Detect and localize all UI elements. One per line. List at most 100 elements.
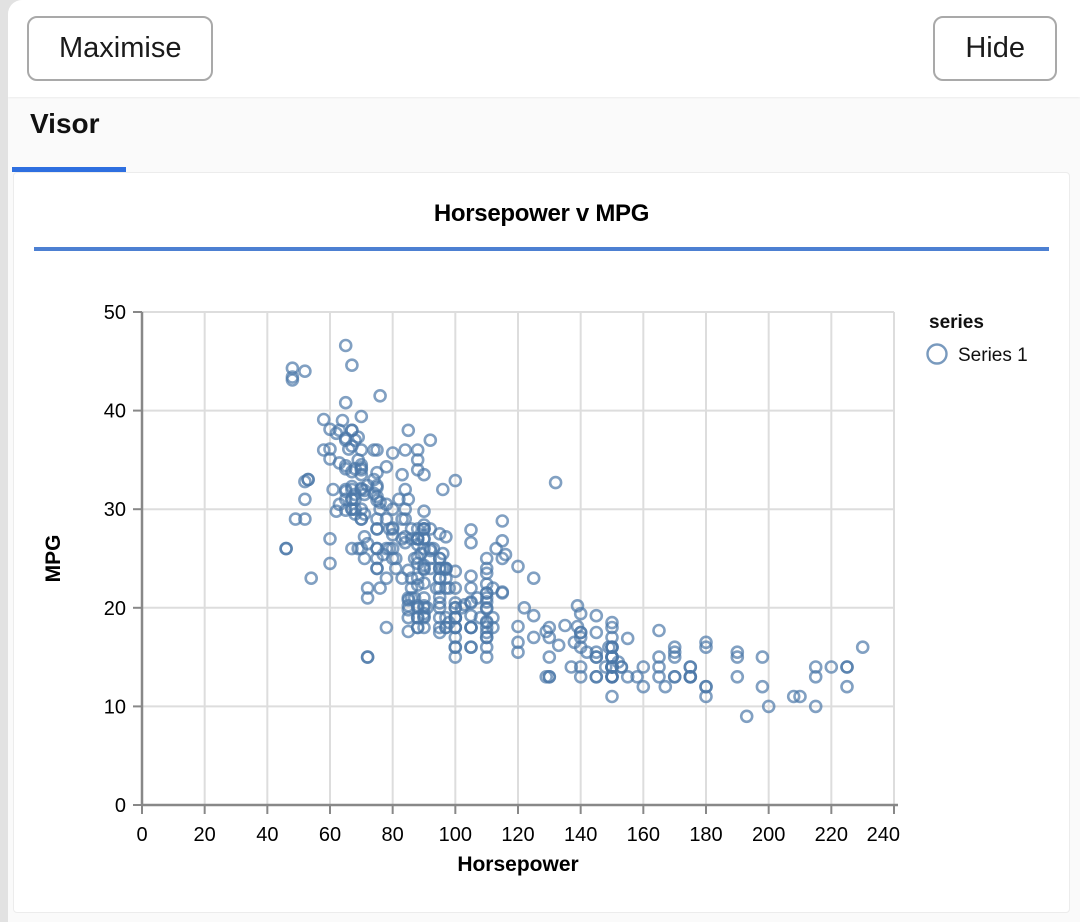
scatter-point xyxy=(279,541,293,556)
scatter-point xyxy=(620,669,635,684)
scatter-point xyxy=(526,630,541,645)
scatter-point xyxy=(401,563,416,578)
scatter-point xyxy=(793,689,807,704)
scatter-point xyxy=(495,533,510,548)
x-tick-label: 140 xyxy=(564,824,597,846)
scatter-point xyxy=(699,689,713,704)
scatter-point xyxy=(755,650,770,664)
scatter-point xyxy=(564,660,579,674)
scatter-point xyxy=(442,615,456,630)
scatter-point xyxy=(432,596,447,610)
scatter-point xyxy=(558,618,572,633)
scatter-point xyxy=(338,395,353,410)
scatter-point xyxy=(357,551,372,566)
scatter-point xyxy=(605,689,619,704)
scatter-point xyxy=(699,640,713,655)
scatter-point xyxy=(448,581,463,595)
scatter-point xyxy=(448,564,463,579)
legend-title: series xyxy=(929,312,984,333)
scatter-point xyxy=(570,598,585,613)
scatter-point xyxy=(539,624,554,639)
scatter-point xyxy=(464,569,478,584)
scatter-point xyxy=(345,423,359,438)
scatter-point xyxy=(285,370,300,384)
x-tick-label: 240 xyxy=(867,824,900,846)
scatter-point xyxy=(730,650,745,664)
scatter-point xyxy=(435,546,450,561)
scatter-point xyxy=(423,561,438,576)
scatter-point xyxy=(479,551,494,566)
scatter-point xyxy=(332,456,347,470)
scatter-point xyxy=(288,512,303,526)
maximise-button[interactable]: Maximise xyxy=(27,16,214,81)
scatter-point xyxy=(448,473,463,488)
scatter-point xyxy=(338,459,353,473)
scatter-point xyxy=(379,571,394,586)
scatter-point xyxy=(605,615,619,630)
x-tick-label: 100 xyxy=(439,824,472,846)
scatter-point xyxy=(285,361,300,375)
scatter-point xyxy=(329,504,344,519)
x-tick-label: 80 xyxy=(382,824,404,846)
scatter-point xyxy=(636,660,651,674)
scatter-point xyxy=(338,433,353,447)
scatter-point xyxy=(410,531,425,546)
scatter-point xyxy=(367,486,381,501)
scatter-point xyxy=(464,523,478,537)
x-axis-title: Horsepower xyxy=(457,853,578,876)
scatter-point xyxy=(840,660,854,674)
scatter-point xyxy=(345,358,359,372)
scatter-point xyxy=(730,645,745,660)
scatter-point xyxy=(457,597,472,612)
y-tick-label: 40 xyxy=(104,401,126,423)
scatter-point xyxy=(589,645,604,660)
scatter-point xyxy=(373,389,387,403)
x-tick-label: 0 xyxy=(136,824,147,846)
scatter-point xyxy=(392,492,406,507)
scatter-point xyxy=(526,571,541,586)
scatter-point xyxy=(398,529,413,544)
scatter-point xyxy=(824,660,839,674)
y-tick-label: 50 xyxy=(104,302,126,324)
scatter-point xyxy=(332,423,347,438)
hide-button[interactable]: Hide xyxy=(933,16,1057,81)
scatter-point xyxy=(479,595,494,609)
scatter-point xyxy=(323,556,337,571)
scatter-point xyxy=(379,460,394,474)
x-tick-label: 220 xyxy=(815,824,848,846)
scatter-point xyxy=(316,443,331,457)
scatter-point xyxy=(439,529,453,544)
tab-active-underline xyxy=(12,167,126,172)
scatter-point xyxy=(755,679,770,694)
visor-panel: Maximise Hide Visor Horsepower v MPG 0 20… xyxy=(8,0,1080,922)
scatter-point xyxy=(652,669,666,684)
scatter-point xyxy=(417,531,431,546)
legend-symbol-circle xyxy=(926,343,948,365)
scatter-point xyxy=(602,640,616,655)
scatter-point xyxy=(357,529,372,544)
scatter-point xyxy=(652,623,666,638)
scatter-point xyxy=(370,478,384,493)
y-tick-label: 20 xyxy=(104,598,126,620)
scatter-point xyxy=(542,669,557,684)
scatter-point xyxy=(373,495,387,510)
scatter-point xyxy=(439,581,453,595)
tab-strip: Visor xyxy=(8,97,1080,172)
scatter-point xyxy=(580,645,594,660)
scatter-point xyxy=(345,482,359,497)
scatter-point xyxy=(410,463,425,477)
scatter-point xyxy=(699,635,713,650)
scatter-point xyxy=(370,522,384,536)
tab-visor[interactable]: Visor xyxy=(30,108,100,139)
scatter-point xyxy=(464,535,478,550)
scatter-point xyxy=(464,595,478,609)
scatter-point xyxy=(464,620,478,635)
scatter-point xyxy=(401,423,416,438)
scatter-point xyxy=(464,581,478,595)
scatter-point xyxy=(410,598,425,613)
scatter-point xyxy=(417,609,431,624)
x-tick-label: 200 xyxy=(752,824,785,846)
scatter-point xyxy=(316,412,331,427)
scatter-point xyxy=(611,655,626,669)
scatter-point xyxy=(382,522,397,536)
